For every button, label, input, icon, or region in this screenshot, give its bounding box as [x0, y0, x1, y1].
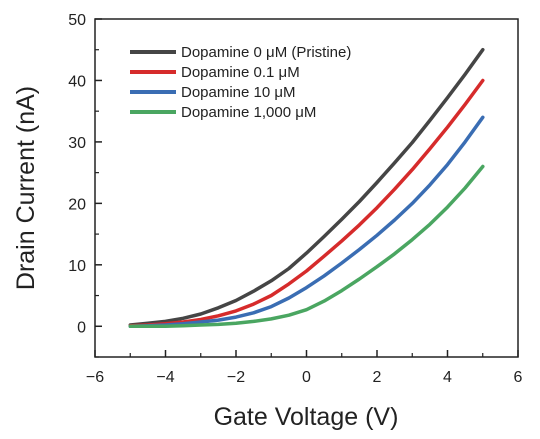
y-tick-label: 40 — [68, 73, 86, 90]
legend-label: Dopamine 10 μM — [181, 84, 296, 101]
y-tick-label: 30 — [68, 135, 86, 152]
x-axis-title: Gate Voltage (V) — [214, 403, 399, 431]
plot-area: −6 −4 −2 0 2 4 6 0 10 20 30 40 50 — [68, 12, 522, 386]
x-tick-label: −4 — [156, 369, 174, 386]
x-tick-label: 4 — [443, 369, 452, 386]
series-line — [128, 47, 485, 327]
legend: Dopamine 0 μM (Pristine) Dopamine 0.1 μM D… — [130, 44, 351, 121]
x-axis-ticks: −6 −4 −2 0 2 4 6 — [86, 350, 523, 386]
series-line — [128, 164, 485, 329]
x-tick-label: −6 — [86, 369, 104, 386]
legend-label: Dopamine 0 μM (Pristine) — [181, 44, 351, 61]
x-tick-label: 2 — [373, 369, 382, 386]
y-tick-label: 10 — [68, 258, 86, 275]
legend-label: Dopamine 0.1 μM — [181, 64, 300, 81]
x-tick-label: 6 — [514, 369, 523, 386]
y-tick-label: 50 — [68, 12, 86, 29]
y-axis-ticks: 0 10 20 30 40 50 — [68, 12, 102, 358]
x-tick-label: −2 — [227, 369, 245, 386]
plot-frame — [94, 18, 519, 358]
y-axis-title: Drain Current (nA) — [12, 86, 40, 290]
y-tick-label: 20 — [68, 196, 86, 213]
series-line — [128, 115, 485, 329]
series-line — [128, 78, 485, 328]
y-tick-label: 0 — [77, 319, 86, 336]
series-lines — [128, 47, 485, 329]
legend-label: Dopamine 1,000 μM — [181, 104, 316, 121]
x-tick-label: 0 — [302, 369, 311, 386]
